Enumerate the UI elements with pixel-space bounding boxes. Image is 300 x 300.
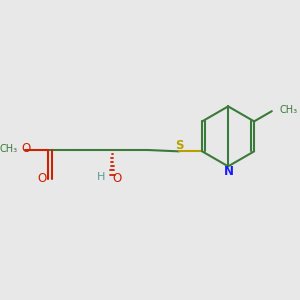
Text: O: O (38, 172, 47, 185)
Text: O: O (112, 172, 122, 185)
Text: S: S (175, 139, 183, 152)
Text: CH₃: CH₃ (0, 144, 18, 154)
Text: O: O (21, 142, 30, 155)
Text: H: H (97, 172, 105, 182)
Text: CH₃: CH₃ (280, 105, 298, 115)
Text: N: N (224, 165, 234, 178)
